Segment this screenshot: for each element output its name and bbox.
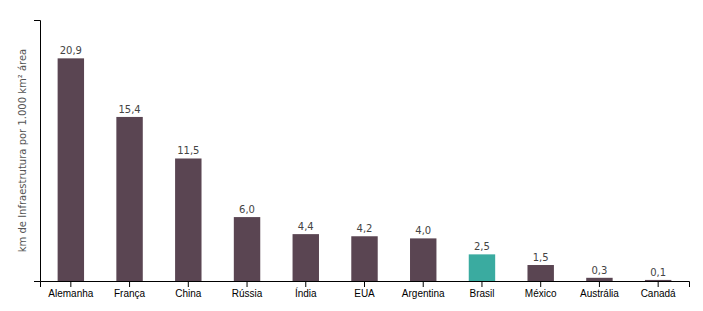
bar [410, 238, 436, 281]
x-tick-label: Rússia [232, 288, 263, 299]
x-tick-mark [481, 281, 482, 287]
data-label: 15,4 [118, 104, 140, 115]
x-tick-label: Brasil [469, 288, 494, 299]
bar [469, 254, 495, 281]
x-tick: Canadá [641, 281, 676, 299]
x-tick: Austrália [580, 281, 619, 299]
data-label: 6,0 [239, 204, 255, 215]
x-tick-mark [658, 281, 659, 287]
chart: 20,9 15,4 11,5 6,0 4,4 4,2 4,0 2,5 1,5 0,3 0,1 Alem… [0, 0, 703, 311]
data-label: 0,3 [591, 265, 607, 276]
x-tick-mark [423, 281, 424, 287]
data-label: 4,4 [298, 221, 314, 232]
x-tick: México [525, 281, 557, 299]
x-tick-mark [188, 281, 189, 287]
x-axis-line [41, 282, 690, 288]
bar [586, 278, 612, 281]
data-label: 4,0 [415, 225, 431, 236]
x-tick-mark [599, 281, 600, 287]
bar [58, 58, 84, 281]
x-tick: França [114, 281, 146, 299]
x-tick: Brasil [469, 281, 494, 299]
x-tick-mark [129, 281, 130, 287]
bar [116, 117, 142, 281]
x-tick-label: EUA [354, 288, 375, 299]
x-tick-label: Canadá [641, 288, 676, 299]
y-axis-title: km de Infraestrutura por 1.000 km² área [17, 49, 28, 252]
x-tick-label: China [175, 288, 202, 299]
bar [234, 217, 260, 281]
x-tick: China [175, 281, 202, 299]
y-axis-line [34, 21, 41, 282]
x-tick-label: México [525, 288, 557, 299]
data-label: 20,9 [60, 45, 82, 56]
data-label: 1,5 [533, 252, 549, 263]
x-tick-label: Índia [295, 287, 317, 299]
bars [58, 58, 672, 281]
x-axis: Alemanha França China Rússia Índia EUA Argenti… [41, 281, 690, 299]
data-label: 11,5 [177, 145, 199, 156]
data-label: 4,2 [357, 223, 373, 234]
bar [527, 265, 553, 281]
bar [175, 158, 201, 281]
bar [645, 280, 671, 281]
x-tick-label: Alemanha [48, 288, 93, 299]
data-label: 0,1 [650, 267, 666, 278]
x-tick-mark [247, 281, 248, 287]
x-tick-label: França [114, 288, 146, 299]
data-label: 2,5 [474, 241, 490, 252]
x-tick: Alemanha [48, 281, 93, 299]
data-labels: 20,9 15,4 11,5 6,0 4,4 4,2 4,0 2,5 1,5 0,3 0,1 [60, 45, 666, 278]
x-tick: EUA [354, 281, 375, 299]
x-tick: Argentina [402, 281, 445, 299]
x-tick: Rússia [232, 281, 263, 299]
y-axis [34, 21, 41, 282]
bar [293, 234, 319, 281]
x-tick-mark [70, 281, 71, 287]
x-tick-label: Argentina [402, 288, 445, 299]
plot: 20,9 15,4 11,5 6,0 4,4 4,2 4,0 2,5 1,5 0,3 0,1 Alem… [34, 21, 690, 300]
x-tick-label: Austrália [580, 288, 619, 299]
x-tick-mark [364, 281, 365, 287]
x-tick: Índia [295, 281, 317, 299]
bar [351, 236, 377, 281]
x-tick-mark [305, 281, 306, 287]
x-tick-mark [540, 281, 541, 287]
